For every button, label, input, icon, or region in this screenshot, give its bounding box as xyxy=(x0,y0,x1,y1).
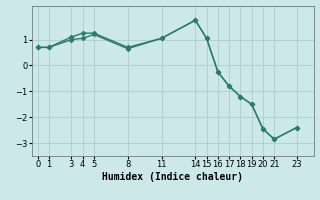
X-axis label: Humidex (Indice chaleur): Humidex (Indice chaleur) xyxy=(102,172,243,182)
